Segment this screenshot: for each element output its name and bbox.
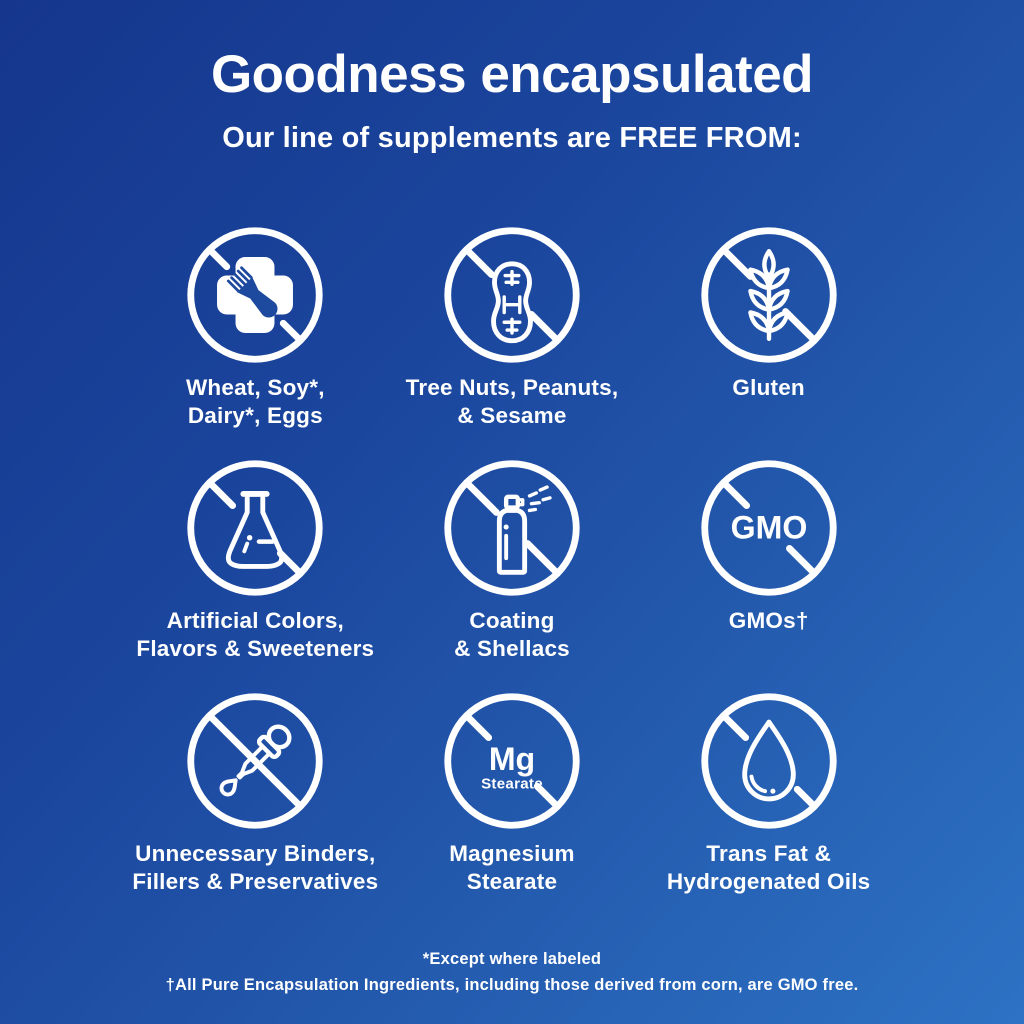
no-wheat-stalk-icon	[701, 227, 837, 363]
footnote-asterisk: *Except where labeled	[422, 950, 602, 968]
no-medical-cross-fork-icon	[187, 227, 323, 363]
free-from-item-gluten: Gluten	[696, 222, 842, 455]
item-label-tree-nuts-peanuts-sesame: Tree Nuts, Peanuts, & Sesame	[405, 375, 619, 428]
item-label-gluten: Gluten	[732, 375, 805, 400]
no-oil-drop-icon	[700, 693, 837, 829]
no-gmo-icon: GMO	[701, 460, 837, 596]
item-label-artificial-colors: Artificial Colors, Flavors & Sweeteners	[136, 608, 375, 661]
no-dropper-icon	[187, 693, 323, 829]
poster-subtitle: Our line of supplements are FREE FROM:	[222, 122, 802, 154]
poster-header: Goodness encapsulated Our line of supple…	[0, 44, 1024, 155]
mg-icon-text: Mg	[489, 741, 535, 777]
free-from-item-binders-fillers-preservatives: Unnecessary Binders, Fillers & Preservat…	[132, 688, 378, 921]
free-from-item-tree-nuts-peanuts-sesame: Tree Nuts, Peanuts, & Sesame	[406, 222, 619, 455]
item-label-magnesium-stearate: Magnesium Stearate	[449, 841, 575, 894]
no-chemistry-flask-icon	[187, 460, 323, 596]
stearate-icon-text: Stearate	[481, 775, 543, 792]
no-spray-can-icon	[444, 460, 580, 596]
item-label-trans-fat: Trans Fat & Hydrogenated Oils	[666, 841, 871, 894]
no-peanut-icon	[444, 227, 580, 363]
no-mg-stearate-icon: Mg Stearate	[444, 693, 580, 829]
free-from-item-gmos: GMO GMOs†	[696, 455, 842, 688]
poster-footnotes: *Except where labeled †All Pure Encapsul…	[0, 950, 1024, 995]
free-from-item-wheat-soy-dairy-eggs: Wheat, Soy*, Dairy*, Eggs	[182, 222, 328, 455]
item-label-coating-shellacs: Coating & Shellacs	[454, 608, 570, 661]
item-label-gmos: GMOs†	[728, 608, 809, 633]
free-from-item-artificial-colors: Artificial Colors, Flavors & Sweeteners	[136, 455, 374, 688]
free-from-item-coating-shellacs: Coating & Shellacs	[439, 455, 585, 688]
gmo-icon-text: GMO	[730, 510, 807, 546]
free-from-item-trans-fat: Trans Fat & Hydrogenated Oils	[667, 688, 870, 921]
item-label-wheat-soy-dairy-eggs: Wheat, Soy*, Dairy*, Eggs	[185, 375, 325, 428]
footnote-dagger: †All Pure Encapsulation Ingredients, inc…	[165, 976, 859, 994]
poster-title: Goodness encapsulated	[210, 45, 814, 104]
free-from-grid: Wheat, Soy*, Dairy*, Eggs Tree Nuts, Pea…	[127, 222, 897, 921]
free-from-item-magnesium-stearate: Mg Stearate Magnesium Stearate	[439, 688, 585, 921]
item-label-binders-fillers-preservatives: Unnecessary Binders, Fillers & Preservat…	[132, 841, 379, 894]
